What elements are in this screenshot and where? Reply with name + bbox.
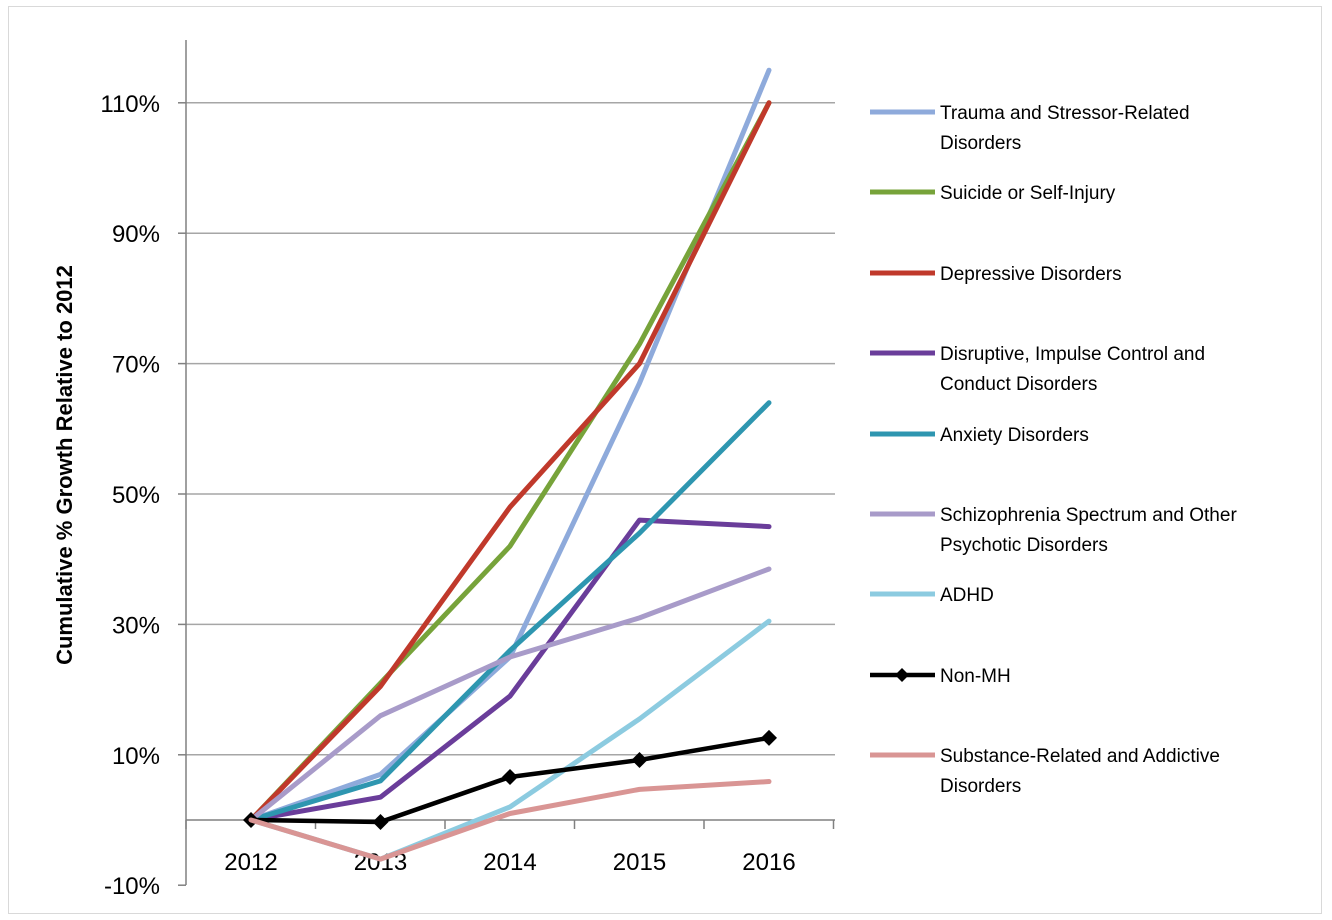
x-tick-label: 2012 (224, 849, 277, 876)
legend-label: Anxiety Disorders (940, 425, 1089, 446)
legend-label: Conduct Disorders (940, 374, 1097, 395)
legend-label: Schizophrenia Spectrum and Other (940, 505, 1237, 526)
legend-label: Disruptive, Impulse Control and (940, 344, 1205, 365)
legend-label: Disorders (940, 133, 1021, 154)
series-line (248, 517, 772, 823)
legend-label: Disorders (940, 776, 1021, 797)
legend-label: Psychotic Disorders (940, 535, 1108, 556)
series-line (248, 566, 772, 823)
y-tick-label: 110% (100, 91, 160, 118)
legend-label: ADHD (940, 585, 994, 606)
y-tick-label: 30% (112, 612, 160, 639)
data-point-marker (761, 729, 777, 746)
data-point-marker (631, 752, 648, 769)
chart-frame (8, 6, 1322, 914)
data-point-marker (372, 813, 389, 830)
legend: Trauma and Stressor-Related Disorders Suic… (870, 103, 1237, 797)
legend-label: Depressive Disorders (940, 264, 1122, 285)
legend-label: Non-MH (940, 666, 1011, 687)
legend-marker (895, 668, 909, 682)
y-tick-label: 10% (112, 743, 160, 770)
y-tick-label: 70% (112, 352, 160, 379)
y-tick-label: -10% (104, 873, 160, 900)
series-line (248, 779, 772, 862)
y-tick-label: 90% (112, 221, 160, 248)
gridlines (186, 102, 835, 756)
series-line (248, 100, 772, 823)
y-tick-label: 50% (112, 482, 160, 509)
x-tick-label: 2016 (742, 849, 795, 876)
x-tick-label: 2014 (483, 849, 536, 876)
x-tick-label: 2015 (613, 849, 666, 876)
series-line (248, 100, 772, 823)
legend-label: Suicide or Self-Injury (940, 183, 1116, 204)
series-lines (243, 67, 777, 862)
series-line (248, 400, 772, 823)
legend-label: Trauma and Stressor-Related (940, 103, 1190, 124)
y-axis-title: Cumulative % Growth Relative to 2012 (52, 265, 77, 665)
series-line (248, 67, 772, 823)
axes: -10%10%30%50%70%90%110%2012 2013 2014 2015 2… (100, 40, 835, 900)
data-point-marker (502, 768, 518, 785)
legend-label: Substance-Related and Addictive (940, 746, 1220, 767)
